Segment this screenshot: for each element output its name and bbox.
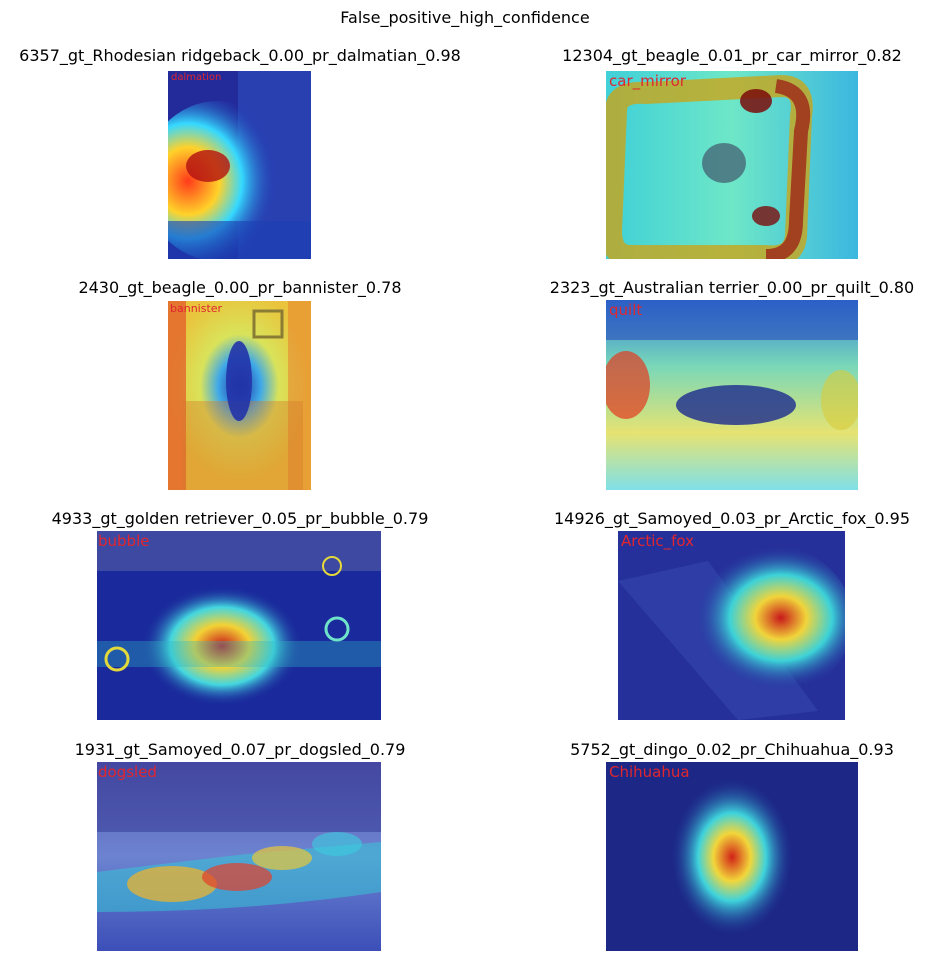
heatmap-image-3: bannister [168, 301, 311, 490]
heatmap-image-4: quilt [606, 300, 858, 490]
panel-7-title: 1931_gt_Samoyed_0.07_pr_dogsled_0.79 [74, 740, 406, 759]
panel-2-title: 12304_gt_beagle_0.01_pr_car_mirror_0.82 [562, 46, 902, 65]
panel-6-title: 14926_gt_Samoyed_0.03_pr_Arctic_fox_0.95 [554, 509, 910, 528]
overlay-label-8: Chihuahua [609, 763, 690, 781]
panel-4-title: 2323_gt_Australian terrier_0.00_pr_quilt… [549, 278, 915, 297]
overlay-label-4: quilt [609, 301, 642, 319]
figure-title: False_positive_high_confidence [340, 8, 590, 27]
overlay-label-1: dalmation [171, 72, 221, 83]
heatmap-image-8: Chihuahua [606, 762, 858, 951]
overlay-label-6: Arctic_fox [621, 532, 694, 551]
heatmap-image-1: dalmation [168, 71, 311, 259]
heatmap-image-2: car_mirror [606, 71, 858, 259]
heatmap-image-5: bubble [97, 531, 381, 720]
panel-8-title: 5752_gt_dingo_0.02_pr_Chihuahua_0.93 [570, 740, 894, 759]
overlay-label-7: dogsled [98, 763, 157, 781]
overlay-label-5: bubble [98, 532, 149, 550]
overlay-label-3: bannister [170, 302, 223, 315]
heatmap-image-7: dogsled [97, 762, 381, 951]
overlay-label-2: car_mirror [609, 72, 687, 91]
panel-3-title: 2430_gt_beagle_0.00_pr_bannister_0.78 [78, 278, 402, 297]
panel-5-title: 4933_gt_golden retriever_0.05_pr_bubble_… [51, 509, 429, 528]
heatmap-image-6: Arctic_fox [618, 531, 845, 720]
panel-1-title: 6357_gt_Rhodesian ridgeback_0.00_pr_dalm… [19, 46, 461, 65]
